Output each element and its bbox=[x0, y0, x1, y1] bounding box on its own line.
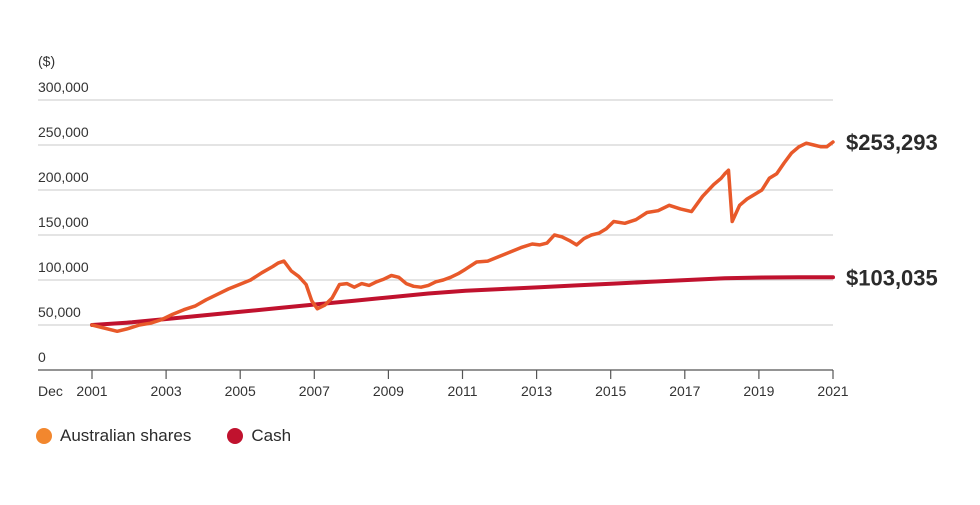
x-tick-label: 2007 bbox=[299, 383, 330, 399]
x-tick-label: 2013 bbox=[521, 383, 552, 399]
legend-label-cash: Cash bbox=[251, 426, 292, 445]
x-tick-label: 2019 bbox=[743, 383, 774, 399]
x-tick-label: 2003 bbox=[151, 383, 182, 399]
x-axis: 2001 2003 2005 2007 2009 2011 2013 2015 2017 2019… bbox=[76, 370, 849, 399]
x-tick-label: 2017 bbox=[669, 383, 700, 399]
y-tick-label: 150,000 bbox=[38, 214, 89, 230]
y-axis-ticks: 0 50,000 100,000 150,000 200,000 250,000 300,0… bbox=[38, 79, 89, 365]
x-tick-label: 2021 bbox=[817, 383, 848, 399]
y-tick-label: 200,000 bbox=[38, 169, 89, 185]
series-line-cash bbox=[90, 275, 835, 327]
series-line-australian-shares bbox=[90, 140, 835, 334]
x-tick-label: 2011 bbox=[447, 383, 477, 399]
x-prefix-label: Dec bbox=[38, 383, 63, 399]
y-tick-label: 300,000 bbox=[38, 79, 89, 95]
legend-item-cash: Cash bbox=[227, 426, 291, 446]
end-labels: $253,293 $103,035 bbox=[846, 130, 938, 290]
legend-item-australian-shares: Australian shares bbox=[36, 426, 191, 446]
x-tick-label: 2005 bbox=[225, 383, 256, 399]
line-chart: ($) 0 50,000 100,000 150,000 200,000 250,000 3… bbox=[38, 53, 938, 399]
end-label-cash: $103,035 bbox=[846, 265, 938, 290]
y-unit-label: ($) bbox=[38, 53, 55, 69]
legend-marker-australian-shares bbox=[36, 428, 52, 444]
y-tick-label: 100,000 bbox=[38, 259, 89, 275]
x-tick-label: 2009 bbox=[373, 383, 404, 399]
x-tick-label: 2015 bbox=[595, 383, 626, 399]
series-lines bbox=[90, 140, 835, 334]
y-tick-label: 0 bbox=[38, 349, 46, 365]
x-tick-label: 2001 bbox=[76, 383, 107, 399]
y-tick-label: 50,000 bbox=[38, 304, 81, 320]
y-tick-label: 250,000 bbox=[38, 124, 89, 140]
legend-label-australian-shares: Australian shares bbox=[60, 426, 192, 445]
gridlines bbox=[38, 99, 833, 371]
end-label-australian-shares: $253,293 bbox=[846, 130, 938, 155]
legend: Australian shares Cash bbox=[36, 426, 327, 446]
legend-marker-cash bbox=[227, 428, 244, 444]
